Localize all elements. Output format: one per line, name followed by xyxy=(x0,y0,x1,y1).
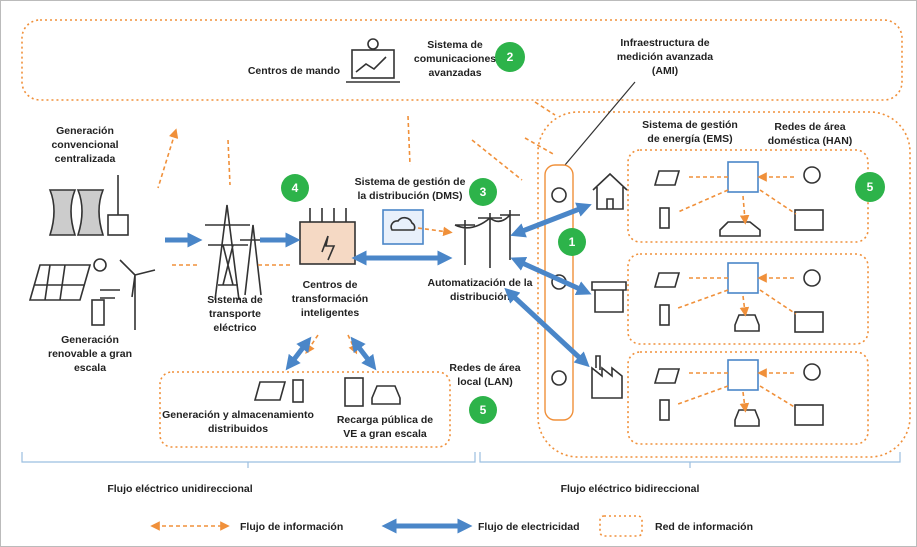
text-line: VE a gran escala xyxy=(343,428,427,440)
text-line: Generación xyxy=(61,334,119,346)
badge: 2 xyxy=(495,42,525,72)
text-line: comunicaciones xyxy=(414,53,496,65)
label: Redes de área doméstica (HAN) xyxy=(768,121,853,147)
text-line: Redes de área xyxy=(449,362,520,374)
legend-net-swatch xyxy=(599,515,643,537)
text-line: de energía (EMS) xyxy=(647,133,732,145)
text-line: 2 xyxy=(507,50,514,64)
lan-box xyxy=(159,371,451,448)
buildings xyxy=(591,172,628,399)
home-network xyxy=(537,111,911,458)
han-box xyxy=(627,149,869,243)
comm-network xyxy=(21,19,903,101)
text-line: doméstica (HAN) xyxy=(768,135,853,147)
text-line: avanzadas xyxy=(428,67,481,79)
text-line: 4 xyxy=(292,181,299,195)
text-line: Generación xyxy=(56,125,114,137)
laptop-icon xyxy=(346,38,400,83)
text-line: distribuidos xyxy=(208,423,268,435)
label: Centros de mando xyxy=(248,65,340,77)
label: Sistema de gestión de energía (EMS) xyxy=(642,119,738,145)
pointer xyxy=(564,81,636,166)
badge: 5 xyxy=(855,172,885,202)
text-line: eléctrico xyxy=(213,322,256,334)
label: Redes de área local (LAN) xyxy=(449,362,520,388)
text-line: (AMI) xyxy=(652,65,678,77)
lan-icons xyxy=(253,377,401,407)
text-line: medición avanzada xyxy=(617,51,713,63)
badge: 1 xyxy=(558,228,586,256)
legend-label: Red de información xyxy=(655,521,753,533)
legend-label: Flujo de electricidad xyxy=(478,521,580,533)
text-line: Redes de área xyxy=(774,121,845,133)
cloud-icon xyxy=(382,209,424,245)
text-line: Sistema de xyxy=(207,294,263,306)
label: Sistema de comunicaciones avanzadas xyxy=(414,39,496,79)
solar-icon xyxy=(28,258,156,330)
poles-icon xyxy=(454,210,520,268)
label: Sistema de transporte eléctrico xyxy=(207,294,263,334)
text-line: Sistema de xyxy=(427,39,483,51)
text-line: 3 xyxy=(480,185,487,199)
text-line: Infraestructura de xyxy=(620,37,709,49)
text-line: transporte xyxy=(209,308,261,320)
text-line: escala xyxy=(74,362,106,374)
text-line: Sistema de gestión de xyxy=(355,176,466,188)
badge: 5 xyxy=(469,396,497,424)
text-line: local (LAN) xyxy=(457,376,512,388)
badge: 4 xyxy=(281,174,309,202)
label: Generación y almacenamiento distribuidos xyxy=(162,409,314,435)
text-line: distribución xyxy=(450,291,510,303)
electricity-flows xyxy=(165,202,592,371)
text-line: Recarga pública de xyxy=(337,414,433,426)
label: Recarga pública de VE a gran escala xyxy=(337,414,433,440)
text-line: la distribución (DMS) xyxy=(358,190,463,202)
information-flows xyxy=(157,101,797,408)
text-line: Centros de xyxy=(303,279,358,291)
text-line: convencional xyxy=(51,139,118,151)
label: Centros de transformación inteligentes xyxy=(292,279,368,319)
label: Infraestructura de medición avanzada (AMI) xyxy=(617,37,713,77)
label: Generación renovable a gran escala xyxy=(48,334,132,374)
label: Generación convencional centralizada xyxy=(51,125,118,165)
label: Flujo eléctrico bidireccional xyxy=(561,483,700,495)
badge: 3 xyxy=(469,178,497,206)
text-line: transformación xyxy=(292,293,368,305)
plant-icon xyxy=(48,175,129,236)
text-line: 1 xyxy=(569,235,576,249)
text-line: inteligentes xyxy=(301,307,360,319)
label: Flujo eléctrico unidireccional xyxy=(107,483,252,495)
bracket xyxy=(21,452,901,468)
text-line: centralizada xyxy=(55,153,116,165)
label: Automatización de la distribución xyxy=(427,277,532,303)
text-line: 5 xyxy=(867,180,874,194)
text-line: Generación y almacenamiento xyxy=(162,409,314,421)
han-box xyxy=(627,351,869,445)
text-line: renovable a gran xyxy=(48,348,132,360)
text-line: Sistema de gestión xyxy=(642,119,738,131)
legend-label: Flujo de información xyxy=(240,521,343,533)
text-line: 5 xyxy=(480,403,487,417)
text-line: Automatización de la xyxy=(427,277,532,289)
